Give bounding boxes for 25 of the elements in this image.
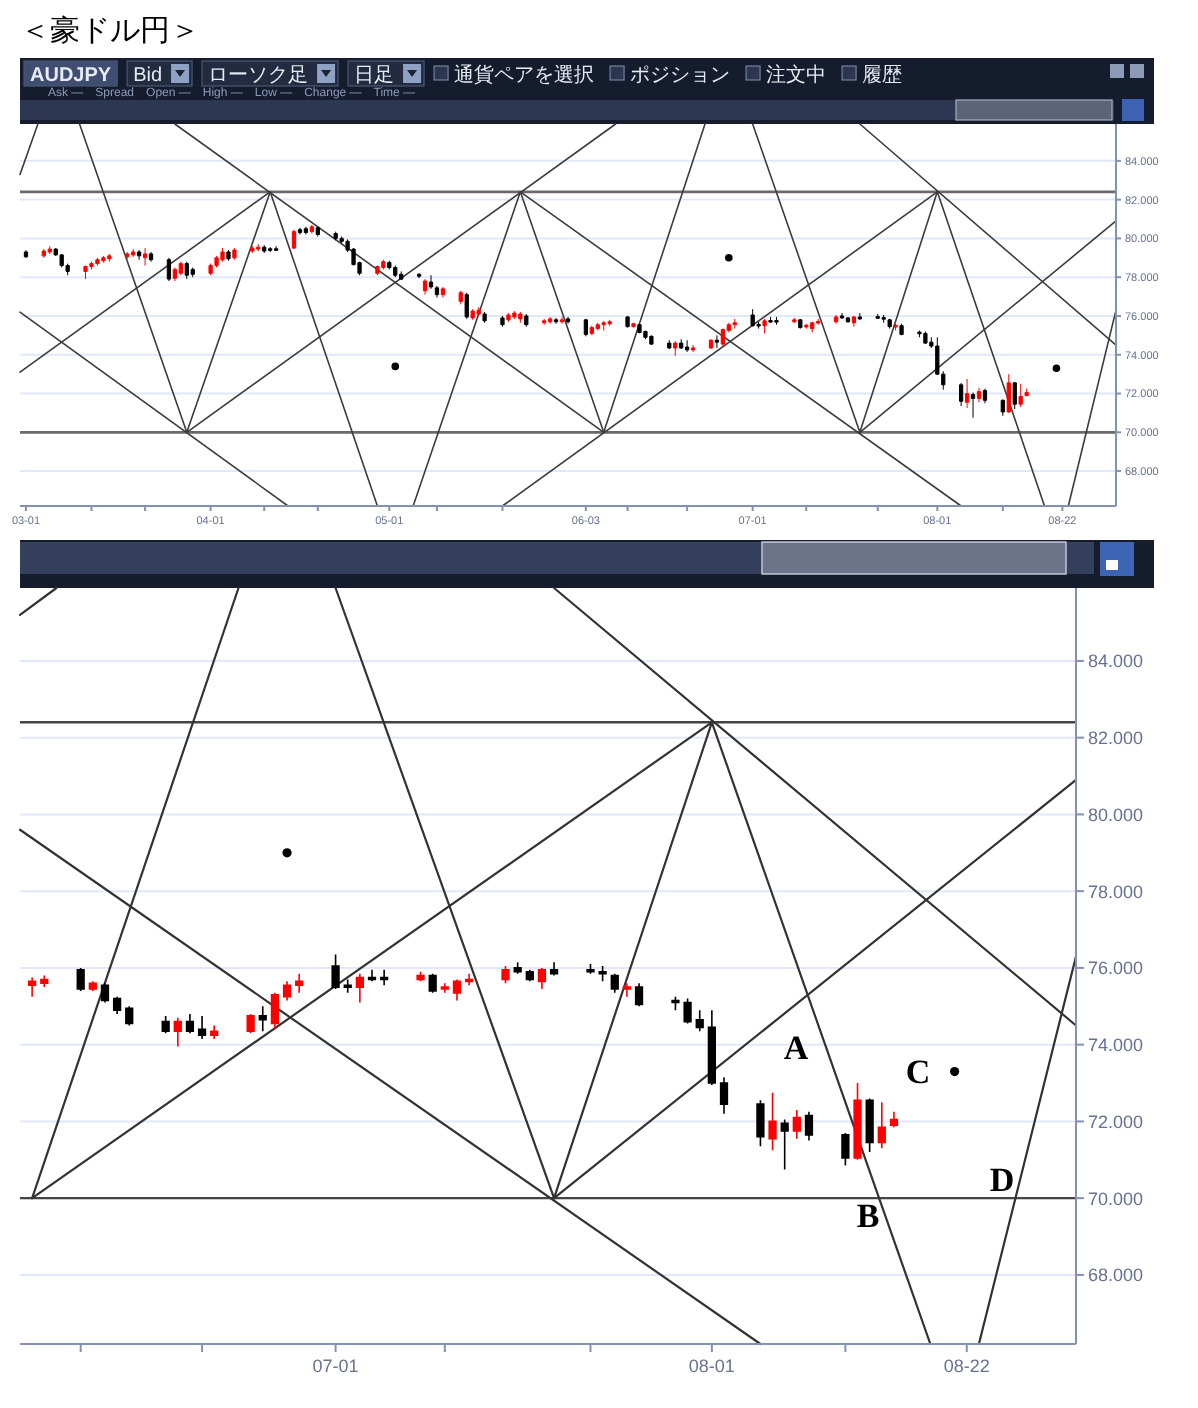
text: 日足	[354, 65, 395, 87]
annotation: C	[905, 1053, 931, 1091]
annotation: D	[989, 1161, 1015, 1199]
y-tick-label: 78.000	[1088, 881, 1144, 902]
text: AUDJPY	[30, 65, 112, 87]
x-tick-label: 07-01	[312, 1356, 359, 1376]
annotation: A	[783, 1029, 810, 1067]
text: ローソク足	[208, 65, 309, 87]
y-tick-label: 72.000	[1088, 1111, 1144, 1132]
y-tick-label: 76.000	[1088, 958, 1144, 979]
y-tick-label: 70.000	[1088, 1188, 1144, 1209]
chart-title: ＜豪ドル円＞	[20, 14, 200, 48]
annotation: B	[856, 1197, 880, 1235]
text: 通貨ペアを選択	[454, 63, 595, 87]
text: Bid	[133, 65, 163, 87]
x-tick-label: 08-22	[943, 1356, 990, 1376]
text: 履歴	[862, 65, 903, 87]
y-tick-label: 74.000	[1088, 1035, 1144, 1056]
y-tick-label: 82.000	[1088, 728, 1144, 749]
y-tick-label: 84.000	[1088, 651, 1144, 672]
text: 注文中	[766, 63, 827, 87]
y-tick-label: 68.000	[1088, 1265, 1144, 1286]
y-tick-label: 80.000	[1088, 804, 1144, 825]
text: ポジション	[630, 65, 731, 87]
x-tick-label: 08-01	[688, 1356, 735, 1376]
